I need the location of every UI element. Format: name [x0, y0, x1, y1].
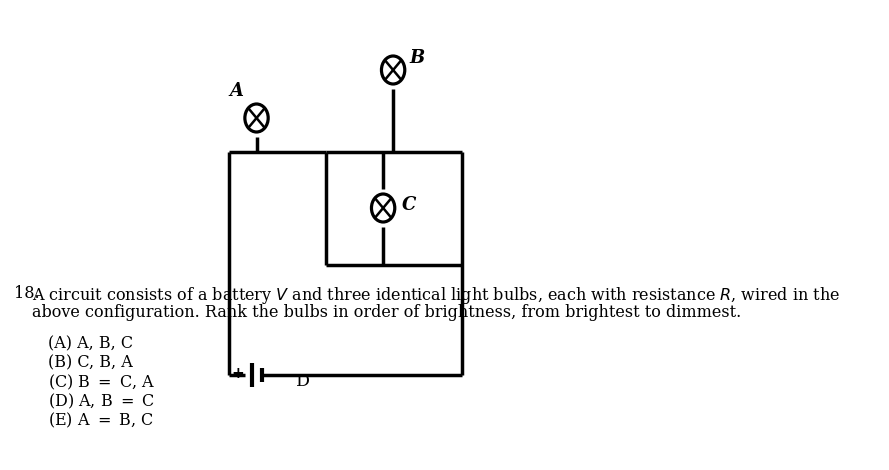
Text: C: C	[402, 196, 416, 214]
Text: above configuration. Rank the bulbs in order of brightness, from brightest to di: above configuration. Rank the bulbs in o…	[32, 304, 741, 321]
Text: (B) C, B, A: (B) C, B, A	[48, 354, 133, 371]
Text: A circuit consists of a battery $V$ and three identical light bulbs, each with r: A circuit consists of a battery $V$ and …	[32, 285, 840, 306]
Text: (A) A, B, C: (A) A, B, C	[48, 335, 133, 352]
Text: +: +	[232, 367, 244, 382]
Text: B: B	[410, 49, 425, 67]
Text: A: A	[229, 82, 244, 100]
Circle shape	[244, 104, 268, 132]
Circle shape	[372, 194, 395, 222]
Text: D: D	[296, 373, 309, 390]
Text: 18.: 18.	[14, 285, 40, 302]
Text: (D) A, B $=$ C: (D) A, B $=$ C	[48, 392, 156, 411]
Text: (E) A $=$ B, C: (E) A $=$ B, C	[48, 411, 154, 430]
Circle shape	[381, 56, 404, 84]
Text: (C) B $=$ C, A: (C) B $=$ C, A	[48, 373, 156, 392]
